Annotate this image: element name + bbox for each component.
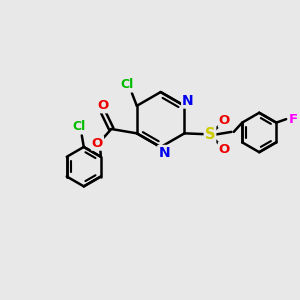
Text: O: O xyxy=(219,114,230,127)
Text: F: F xyxy=(289,113,298,126)
Text: Cl: Cl xyxy=(120,79,133,92)
Text: S: S xyxy=(205,127,215,142)
Text: N: N xyxy=(158,146,170,160)
Text: O: O xyxy=(92,137,103,150)
Text: N: N xyxy=(182,94,194,108)
Text: O: O xyxy=(98,99,109,112)
Text: O: O xyxy=(219,143,230,156)
Text: Cl: Cl xyxy=(73,120,86,133)
